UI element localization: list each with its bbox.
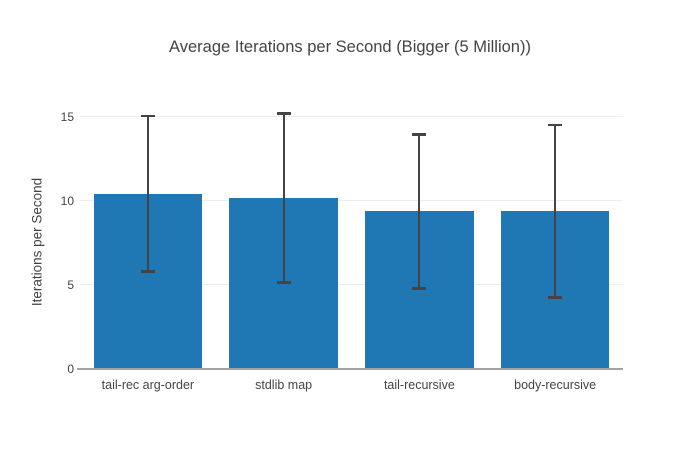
x-tick-label: stdlib map [255,377,313,392]
error-bar-cap-top [276,112,291,115]
error-bar-cap-bottom [140,270,155,273]
gridline [80,284,623,285]
error-bar-cap-top [412,133,427,136]
y-tick-label: 10 [60,193,74,208]
x-tick-label: tail-recursive [383,377,455,392]
gridline [80,200,623,201]
x-tick-label: tail-rec arg-order [101,377,195,392]
y-tick-label: 15 [60,109,74,124]
error-bar-line [146,115,149,272]
gridline [80,116,623,117]
error-bar-line [554,124,557,298]
error-bar-cap-top [140,114,155,118]
error-bar-cap-bottom [412,287,427,290]
error-bar-line [282,113,285,283]
x-axis-line [77,367,623,370]
error-bar-cap-top [548,123,563,127]
error-bar-line [418,134,421,289]
chart-title: Average Iterations per Second (Bigger (5… [169,38,531,56]
x-tick-label: body-recursive [514,377,597,392]
y-tick-label: 5 [67,277,74,292]
y-tick-label: 0 [67,361,74,376]
error-bar-cap-bottom [548,296,563,299]
error-bar-cap-bottom [276,281,291,284]
